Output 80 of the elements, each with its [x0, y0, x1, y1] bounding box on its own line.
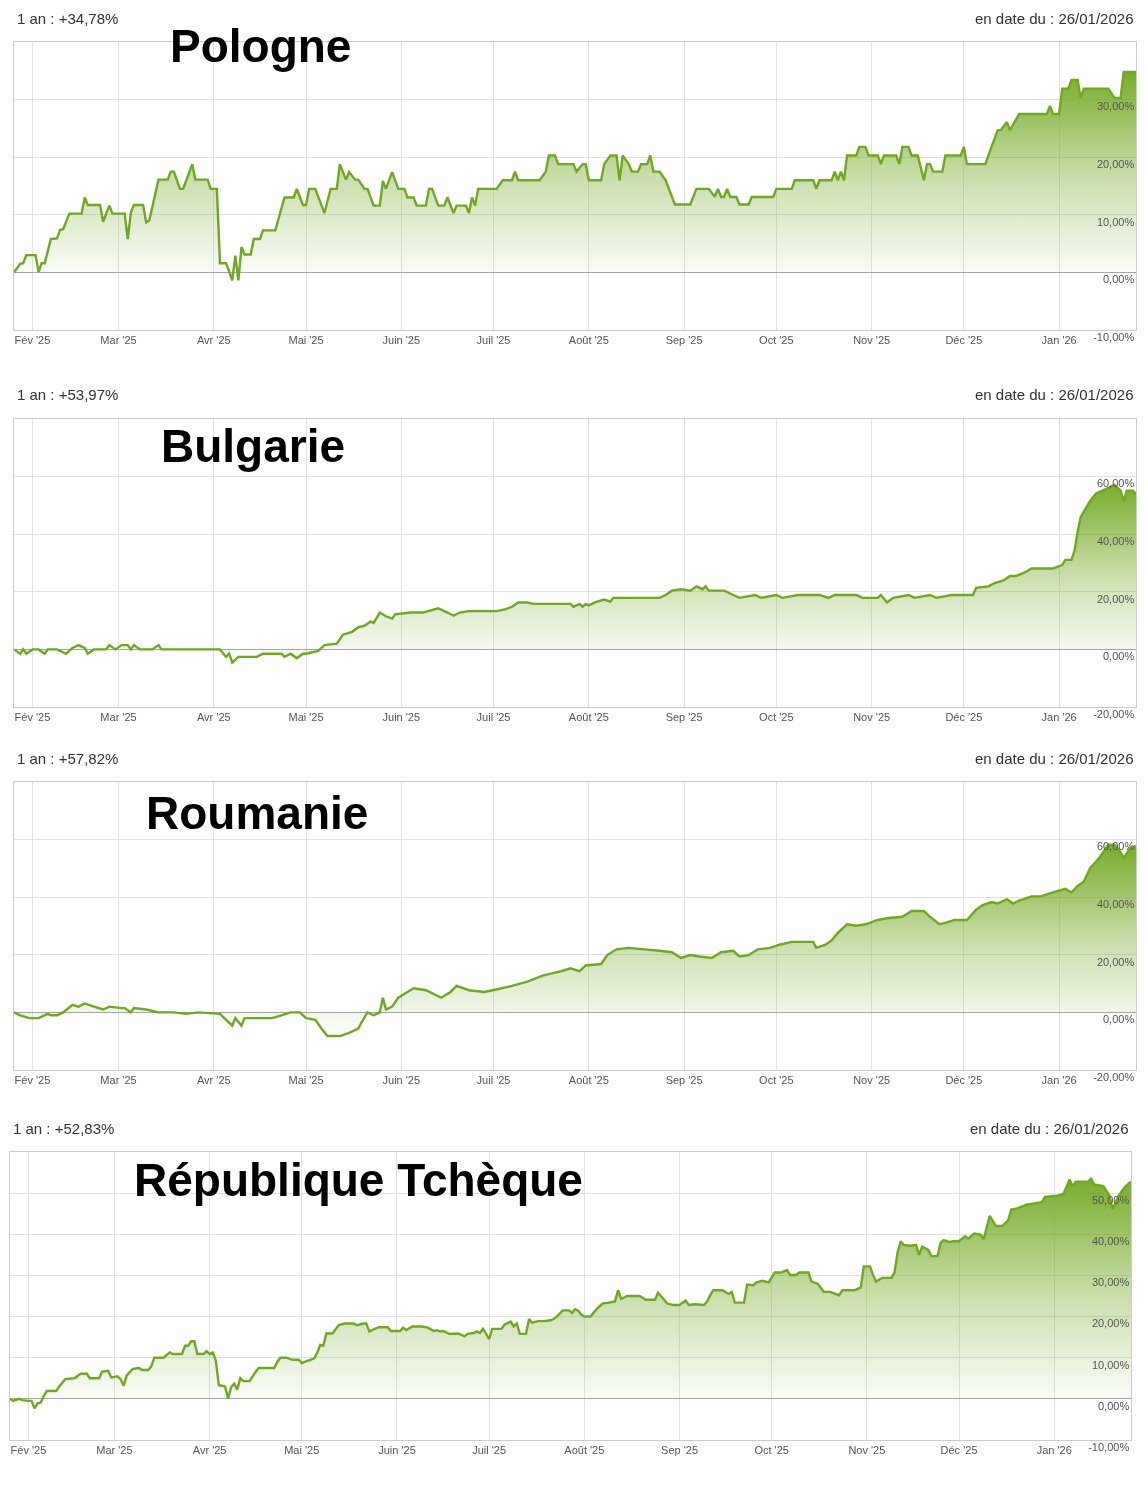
x-tick-label: Juil '25 — [476, 334, 511, 347]
y-tick-label: 20,00% — [1096, 955, 1135, 968]
text: 1 an : +52,83% — [13, 1120, 115, 1137]
x-tick-label: Mar '25 — [100, 711, 137, 724]
x-tick-label: Avr '25 — [196, 711, 231, 724]
x-tick-label: Avr '25 — [192, 1444, 227, 1457]
text: en date du : 26/01/2026 — [975, 750, 1134, 767]
x-tick-label: Mai '25 — [284, 1444, 320, 1457]
x-tick-label: Juin '25 — [382, 334, 421, 347]
y-tick-label: 10,00% — [1096, 215, 1135, 228]
x-tick-label: Mar '25 — [96, 1444, 133, 1457]
y-tick-label: 10,00% — [1091, 1358, 1130, 1371]
x-tick-label: Juil '25 — [472, 1444, 507, 1457]
x-tick-label: Jan '26 — [1041, 711, 1077, 724]
text: en date du : 26/01/2026 — [970, 1120, 1129, 1137]
y-tick-label: 0,00% — [1103, 273, 1135, 286]
x-tick-label: Juin '25 — [378, 1444, 416, 1457]
y-tick-label: -10,00% — [1088, 1440, 1130, 1453]
x-tick-label: Juil '25 — [476, 1074, 511, 1087]
y-tick-label: 20,00% — [1096, 592, 1135, 605]
x-tick-label: Mai '25 — [288, 1074, 324, 1087]
x-tick-label: Août '25 — [568, 334, 609, 347]
y-tick-label: -10,00% — [1093, 330, 1135, 343]
y-tick-label: 0,00% — [1103, 1013, 1135, 1026]
y-tick-label: 30,00% — [1096, 100, 1135, 113]
x-tick-label: Oct '25 — [754, 1444, 789, 1457]
text: 1 an : +34,78% — [17, 10, 119, 27]
x-tick-label: Avr '25 — [196, 1074, 231, 1087]
x-tick-label: Fév '25 — [10, 1444, 47, 1457]
x-tick-label: Mai '25 — [288, 334, 324, 347]
text: 1 an : +57,82% — [17, 750, 119, 767]
x-tick-label: Août '25 — [564, 1444, 605, 1457]
y-tick-label: 30,00% — [1091, 1276, 1130, 1289]
x-tick-label: Jan '26 — [1041, 334, 1077, 347]
x-tick-label: Oct '25 — [759, 334, 794, 347]
y-tick-label: 0,00% — [1098, 1399, 1130, 1412]
x-tick-label: Sep '25 — [665, 711, 703, 724]
x-tick-label: Déc '25 — [945, 1074, 983, 1087]
x-tick-label: Juin '25 — [382, 711, 421, 724]
chart-title: Bulgarie — [161, 420, 346, 472]
chart-title: Pologne — [170, 20, 352, 72]
y-tick-label: 40,00% — [1096, 535, 1135, 548]
x-tick-label: Oct '25 — [759, 1074, 794, 1087]
x-tick-label: Juin '25 — [382, 1074, 421, 1087]
x-tick-label: Sep '25 — [665, 334, 703, 347]
x-tick-label: Août '25 — [568, 711, 609, 724]
x-tick-label: Déc '25 — [945, 334, 983, 347]
y-tick-label: -20,00% — [1093, 707, 1135, 720]
chart-title: Roumanie — [146, 787, 369, 839]
x-tick-label: Mar '25 — [100, 334, 137, 347]
y-tick-label: 40,00% — [1091, 1235, 1130, 1248]
text: en date du : 26/01/2026 — [975, 10, 1134, 27]
y-tick-label: 20,00% — [1091, 1317, 1130, 1330]
x-tick-label: Sep '25 — [661, 1444, 699, 1457]
x-tick-label: Mai '25 — [288, 711, 324, 724]
y-tick-label: 40,00% — [1096, 898, 1135, 911]
x-tick-label: Jan '26 — [1036, 1444, 1072, 1457]
x-tick-label: Fév '25 — [14, 334, 51, 347]
x-tick-label: Août '25 — [568, 1074, 609, 1087]
x-tick-label: Déc '25 — [945, 711, 983, 724]
x-tick-label: Fév '25 — [14, 711, 51, 724]
x-tick-label: Nov '25 — [853, 334, 891, 347]
x-tick-label: Sep '25 — [665, 1074, 703, 1087]
text: 1 an : +53,97% — [17, 386, 119, 403]
x-tick-label: Juil '25 — [476, 711, 511, 724]
y-tick-label: 60,00% — [1096, 477, 1135, 490]
x-tick-label: Avr '25 — [196, 334, 231, 347]
y-tick-label: -20,00% — [1093, 1070, 1135, 1083]
x-tick-label: Nov '25 — [853, 1074, 891, 1087]
chart-title: République Tchèque — [134, 1154, 583, 1206]
y-tick-label: 0,00% — [1103, 650, 1135, 663]
x-tick-label: Nov '25 — [853, 711, 891, 724]
x-tick-label: Nov '25 — [848, 1444, 886, 1457]
x-tick-label: Déc '25 — [940, 1444, 978, 1457]
text: en date du : 26/01/2026 — [975, 386, 1134, 403]
x-tick-label: Mar '25 — [100, 1074, 137, 1087]
x-tick-label: Jan '26 — [1041, 1074, 1077, 1087]
y-tick-label: 20,00% — [1096, 158, 1135, 171]
x-tick-label: Fév '25 — [14, 1074, 51, 1087]
x-tick-label: Oct '25 — [759, 711, 794, 724]
